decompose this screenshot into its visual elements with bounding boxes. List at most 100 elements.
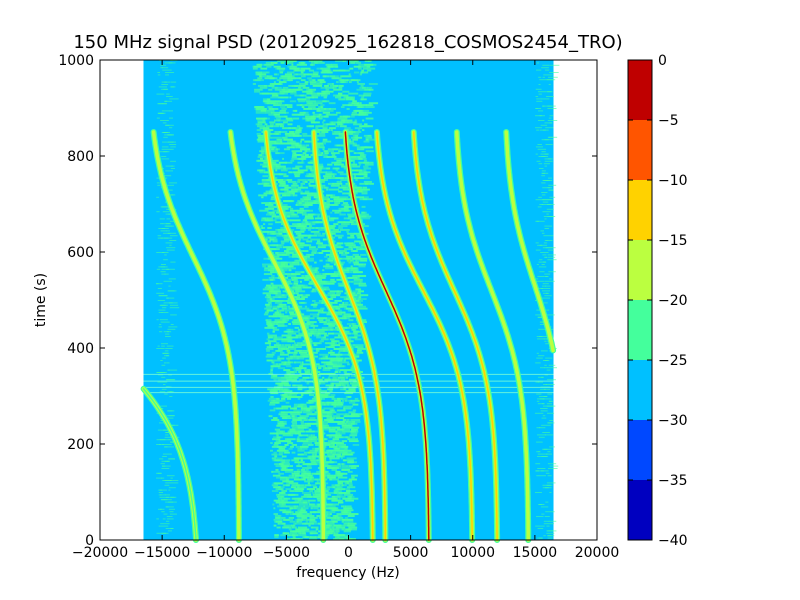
heatmap-cell (328, 219, 335, 222)
heatmap-cell (304, 209, 310, 212)
heatmap-cell (541, 194, 546, 196)
heatmap-cell (325, 367, 331, 370)
heatmap-cell (160, 64, 167, 66)
heatmap-cell (313, 334, 321, 337)
heatmap-cell (168, 439, 172, 441)
heatmap-cell (306, 434, 312, 437)
heatmap-cell (364, 88, 371, 91)
heatmap-cell (303, 113, 310, 116)
heatmap-cell (296, 104, 307, 107)
heatmap-cell (343, 313, 351, 316)
heatmap-cell (296, 438, 300, 441)
heatmap-cell (327, 113, 338, 116)
heatmap-cell (359, 86, 368, 89)
heatmap-cell (544, 122, 553, 124)
heatmap-cell (161, 376, 166, 378)
heatmap-cell (289, 505, 296, 508)
heatmap-cell (263, 165, 270, 168)
heatmap-cell (278, 161, 288, 164)
heatmap-cell (287, 215, 291, 218)
heatmap-cell (347, 459, 354, 462)
heatmap-cell (317, 365, 325, 368)
heatmap-cell (268, 84, 275, 87)
heatmap-cell (299, 378, 304, 381)
heatmap-cell (285, 311, 288, 314)
heatmap-cell (326, 530, 334, 533)
heatmap-cell (545, 256, 548, 258)
heatmap-cell (336, 317, 344, 320)
heatmap-cell (279, 109, 286, 112)
heatmap-cell (156, 93, 165, 95)
heatmap-cell (353, 413, 363, 416)
heatmap-cell (327, 465, 331, 468)
heatmap-cell (166, 247, 176, 249)
heatmap-cell (296, 411, 303, 414)
heatmap-cell (331, 154, 336, 156)
heatmap-cell (262, 98, 270, 101)
heatmap-cell (293, 409, 304, 412)
heatmap-cell (316, 242, 323, 245)
heatmap-cell (286, 71, 295, 74)
heatmap-cell (284, 115, 288, 118)
heatmap-cell (307, 451, 317, 454)
heatmap-cell (157, 237, 163, 239)
heatmap-cell (298, 405, 302, 408)
heatmap-cell (283, 148, 290, 151)
heatmap-cell (274, 336, 283, 339)
heatmap-cell (308, 60, 315, 62)
heatmap-cell (269, 192, 273, 195)
heatmap-cell (333, 88, 343, 91)
heatmap-cell (325, 263, 330, 266)
heatmap-cell (277, 102, 283, 105)
heatmap-cell (318, 332, 327, 335)
heatmap-cell (350, 326, 359, 329)
heatmap-cell (265, 213, 272, 216)
heatmap-cell (317, 246, 326, 249)
heatmap-cell (276, 424, 285, 427)
heatmap-cell (321, 409, 324, 412)
heatmap-cell (361, 96, 365, 99)
heatmap-cell (280, 534, 291, 537)
heatmap-cell (308, 480, 314, 483)
heatmap-cell (278, 115, 288, 118)
heatmap-cell (259, 171, 270, 174)
heatmap-cell (330, 211, 333, 214)
heatmap-cell (297, 179, 307, 181)
heatmap-cell (323, 177, 327, 180)
heatmap-cell (547, 319, 551, 321)
heatmap-cell (316, 240, 321, 243)
heatmap-cell (302, 442, 313, 444)
heatmap-cell (336, 513, 343, 516)
heatmap-cell (283, 480, 294, 483)
heatmap-cell (536, 427, 541, 429)
heatmap-cell (315, 165, 324, 168)
heatmap-cell (280, 207, 289, 210)
heatmap-cell (265, 319, 268, 322)
heatmap-cell (345, 536, 349, 539)
heatmap-cell (536, 393, 542, 395)
heatmap-cell (545, 501, 549, 503)
heatmap-cell (303, 493, 312, 496)
heatmap-cell (161, 273, 166, 275)
heatmap-cell (336, 430, 343, 433)
heatmap-cell (296, 355, 306, 358)
heatmap-cell (287, 140, 295, 143)
heatmap-cell (167, 458, 175, 460)
heatmap-cell (158, 326, 162, 328)
heatmap-cell (284, 324, 288, 327)
heatmap-cell (328, 182, 334, 185)
heatmap-cell (165, 336, 171, 337)
heatmap-cell (267, 288, 274, 291)
heatmap-cell (169, 141, 177, 143)
heatmap-cell (330, 359, 341, 362)
heatmap-cell (304, 305, 308, 308)
heatmap-cell (329, 528, 332, 531)
heatmap-cell (544, 160, 553, 162)
heatmap-cell (255, 111, 266, 114)
heatmap-cell (331, 420, 342, 423)
heatmap-cell (270, 300, 277, 302)
heatmap-cell (282, 461, 285, 464)
heatmap-cell (163, 175, 172, 177)
heatmap-cell (294, 109, 297, 112)
heatmap-cell (535, 69, 542, 71)
